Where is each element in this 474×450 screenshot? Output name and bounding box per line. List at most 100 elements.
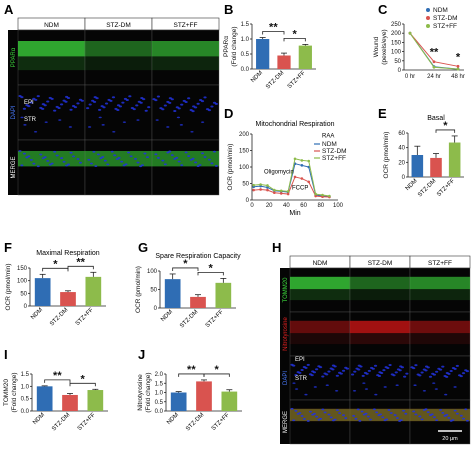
nucleus-dot — [292, 419, 296, 422]
fluorescence-haze — [152, 56, 219, 71]
nucleus-dot — [184, 101, 188, 104]
bar — [170, 392, 187, 411]
nucleus-dot — [34, 98, 38, 101]
x-axis-label: Min — [289, 210, 300, 217]
y-axis-label: TOMM20 — [3, 379, 10, 406]
nucleus-dot — [166, 126, 170, 128]
bar — [62, 394, 78, 411]
nucleus-dot — [154, 153, 158, 156]
nucleus-dot — [441, 411, 445, 414]
nucleus-dot — [412, 410, 416, 413]
nucleus-dot — [170, 154, 174, 157]
series-point — [273, 191, 276, 195]
nucleus-dot — [367, 369, 371, 372]
nucleus-dot — [392, 374, 396, 377]
nucleus-dot — [400, 366, 404, 369]
nucleus-dot — [404, 412, 408, 415]
panel-letter-e: E — [378, 106, 387, 121]
significance-label: * — [443, 120, 448, 132]
nucleus-dot — [315, 368, 319, 371]
nucleus-dot — [441, 365, 445, 368]
nucleus-dot — [203, 156, 207, 158]
nucleus-dot — [69, 151, 73, 154]
nucleus-dot — [368, 418, 372, 421]
nucleus-dot — [46, 100, 50, 103]
row-label-strip — [8, 85, 18, 140]
nucleus-dot — [124, 163, 128, 166]
series-point — [252, 188, 256, 192]
micrograph-tile — [151, 29, 220, 86]
series-point — [286, 192, 290, 196]
nucleus-dot — [193, 106, 198, 109]
nucleus-dot — [327, 413, 331, 416]
nucleus-dot — [41, 157, 45, 160]
legend-label: STZ-DM — [433, 15, 458, 22]
nucleus-dot — [383, 386, 387, 388]
x-tick-label: STZ+FF — [287, 70, 307, 90]
nucleus-dot — [453, 367, 457, 370]
nucleus-dot — [385, 418, 389, 421]
nucleus-dot — [371, 367, 375, 370]
injection-label: FCCP — [292, 185, 308, 191]
nucleus-dot — [36, 165, 40, 168]
nucleus-dot — [426, 366, 430, 369]
series-point — [293, 157, 297, 161]
bar — [298, 45, 312, 69]
y-axis-label: PPARα — [223, 36, 230, 57]
micrograph-tile — [349, 399, 411, 445]
nucleus-dot — [214, 165, 218, 167]
chart-title: Maximal Respiration — [36, 250, 100, 257]
nucleus-dot — [364, 412, 368, 415]
nucleus-dot — [210, 105, 214, 108]
bar — [448, 142, 461, 177]
significance-label: ** — [430, 47, 439, 59]
nucleus-dot — [295, 388, 299, 390]
nucleus-dot — [356, 408, 360, 411]
nucleus-dot — [88, 103, 92, 106]
nucleus-dot — [379, 413, 383, 416]
nucleus-dot — [179, 124, 183, 126]
y-tick-label: 0.0 — [155, 409, 164, 415]
nucleus-dot — [168, 101, 172, 104]
bar — [36, 386, 53, 411]
nucleus-dot — [345, 367, 350, 370]
x-tick-label: STZ+FF — [205, 309, 225, 329]
nucleus-dot — [375, 411, 379, 414]
significance-bracket — [42, 267, 69, 272]
nucleus-dot — [46, 159, 50, 162]
series-point — [300, 164, 304, 167]
x-tick-label: NDM — [32, 412, 46, 426]
nucleus-dot — [374, 393, 378, 396]
nucleus-dot — [435, 370, 439, 373]
chart-i: 0.0 0.5 1.0 1.5 TOMM20 (Fold change) NDM STZ-DM… — [3, 370, 108, 432]
y-tick-label: 0 — [246, 198, 250, 204]
x-tick-label: STZ-DM — [185, 412, 205, 432]
nucleus-dot — [170, 98, 174, 101]
nucleus-dot — [449, 369, 453, 372]
nucleus-dot — [325, 384, 329, 387]
nucleus-dot — [350, 373, 355, 376]
y-axis-label: (Fold change) — [231, 26, 238, 66]
x-tick-label: 48 hr — [451, 74, 465, 80]
column-header: STZ-DM — [368, 260, 393, 267]
panel-letter-b: B — [224, 2, 233, 17]
y-tick-label: 150 — [391, 40, 402, 46]
nucleus-dot — [154, 99, 158, 102]
nucleus-dot — [27, 155, 31, 158]
x-tick-label: NDM — [160, 309, 174, 323]
nucleus-dot — [342, 414, 346, 417]
nucleus-dot — [365, 372, 369, 375]
row-label: DAPI — [283, 371, 289, 385]
significance-label: * — [81, 373, 86, 385]
nucleus-dot — [163, 104, 167, 107]
nucleus-dot — [64, 100, 68, 103]
x-tick-label: 40 — [283, 203, 290, 209]
nucleus-dot — [335, 389, 339, 392]
nucleus-dot — [333, 418, 337, 421]
fluorescence-band — [410, 320, 470, 334]
y-axis-label: OCR (pmol/min) — [227, 144, 234, 191]
x-tick-label: NDM — [30, 307, 44, 321]
nucleus-dot — [156, 157, 160, 159]
nucleus-dot — [53, 109, 57, 112]
legend-marker — [426, 8, 430, 12]
